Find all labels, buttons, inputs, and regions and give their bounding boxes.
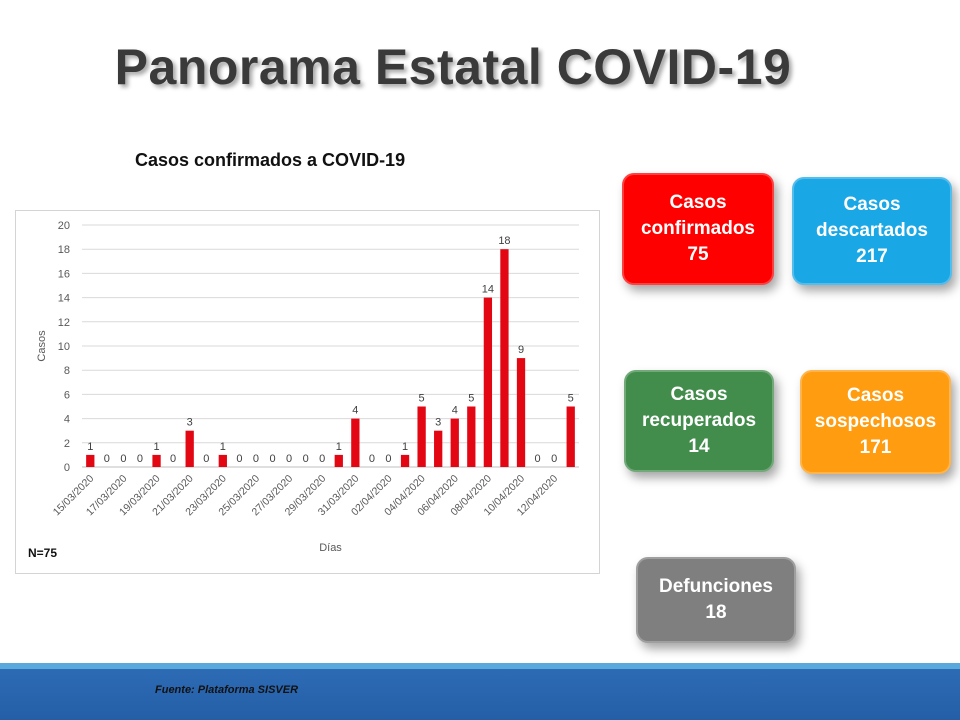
data-label: 0 xyxy=(269,453,275,465)
y-tick-label: 14 xyxy=(58,293,70,305)
y-tick-label: 6 xyxy=(64,389,70,401)
deaths-label: Defunciones xyxy=(658,576,774,597)
data-label: 14 xyxy=(482,284,494,296)
data-label: 3 xyxy=(435,417,441,429)
bar xyxy=(185,430,194,467)
bar xyxy=(152,454,161,467)
y-tick-label: 16 xyxy=(58,268,70,280)
deaths-card: Defunciones 18 xyxy=(636,557,796,643)
data-label: 0 xyxy=(137,453,143,465)
y-tick-label: 12 xyxy=(58,317,70,329)
recovered-cases-value: 14 xyxy=(688,436,710,457)
data-label: 0 xyxy=(253,453,259,465)
bar xyxy=(417,406,426,467)
confirmed-cases-label-1: Casos xyxy=(669,192,727,213)
data-label: 1 xyxy=(336,441,342,453)
data-label: 0 xyxy=(551,453,557,465)
y-tick-label: 0 xyxy=(64,462,70,474)
footer-bar xyxy=(0,669,960,720)
data-label: 0 xyxy=(319,453,325,465)
data-label: 0 xyxy=(286,453,292,465)
deaths-value: 18 xyxy=(705,602,727,623)
data-label: 5 xyxy=(468,393,474,405)
bar xyxy=(467,406,476,467)
suspected-cases-value: 171 xyxy=(859,437,892,458)
recovered-cases-label-2: recuperados xyxy=(641,410,757,431)
discarded-cases-label-2: descartados xyxy=(816,220,928,241)
data-label: 0 xyxy=(203,453,209,465)
data-label: 0 xyxy=(535,453,541,465)
chart-title: Casos confirmados a COVID-19 xyxy=(135,150,406,170)
x-axis-label: Días xyxy=(319,542,342,554)
chart-container: 0 2 4 6 8 10 12 14 16 18 20 Casos 1 15/03/2020 0 0 17/03… xyxy=(15,210,600,574)
bar xyxy=(434,430,443,467)
data-label: 1 xyxy=(87,441,93,453)
y-tick-label: 2 xyxy=(64,438,70,450)
suspected-cases-card: Casos sospechosos 171 xyxy=(800,370,951,474)
data-label: 0 xyxy=(120,453,126,465)
suspected-cases-label-2: sospechosos xyxy=(814,411,937,432)
y-tick-label: 4 xyxy=(64,414,70,426)
data-label: 1 xyxy=(220,441,226,453)
sample-size-note: N=75 xyxy=(28,546,58,560)
bar xyxy=(516,358,526,467)
bar xyxy=(351,418,360,467)
slide-title: Panorama Estatal COVID-19 xyxy=(114,39,792,95)
data-label: 18 xyxy=(498,235,510,247)
confirmed-cases-card: Casos confirmados 75 xyxy=(622,173,774,285)
data-label: 4 xyxy=(352,405,358,417)
suspected-cases-label-1: Casos xyxy=(846,385,905,406)
recovered-cases-card: Casos recuperados 14 xyxy=(624,370,774,472)
y-tick-label: 8 xyxy=(64,365,70,377)
confirmed-cases-value: 75 xyxy=(687,244,709,265)
data-label: 0 xyxy=(385,453,391,465)
data-label: 0 xyxy=(236,453,242,465)
bar xyxy=(483,297,493,467)
footer-accent-line xyxy=(0,663,960,669)
data-label: 5 xyxy=(568,393,574,405)
data-label: 1 xyxy=(153,441,159,453)
bar xyxy=(334,454,343,467)
source-note: Fuente: Plataforma SISVER xyxy=(155,684,299,696)
data-label: 0 xyxy=(369,453,375,465)
bar xyxy=(566,406,575,467)
data-label: 9 xyxy=(518,344,524,356)
y-tick-label: 18 xyxy=(58,244,70,256)
y-tick-label: 20 xyxy=(58,220,70,232)
bar xyxy=(500,249,509,467)
discarded-cases-card: Casos descartados 217 xyxy=(792,177,952,285)
data-label: 0 xyxy=(104,453,110,465)
discarded-cases-label-1: Casos xyxy=(843,194,901,215)
data-label: 4 xyxy=(452,405,458,417)
bar xyxy=(400,454,410,467)
data-label: 1 xyxy=(402,441,408,453)
data-label: 0 xyxy=(170,453,176,465)
bar xyxy=(86,454,95,467)
data-label: 0 xyxy=(303,453,309,465)
bar xyxy=(218,454,227,467)
y-tick-label: 10 xyxy=(58,341,70,353)
recovered-cases-label-1: Casos xyxy=(670,384,728,405)
discarded-cases-value: 217 xyxy=(856,246,888,267)
data-label: 3 xyxy=(187,417,193,429)
y-axis-label: Casos xyxy=(36,330,48,362)
data-label: 5 xyxy=(419,393,425,405)
confirmed-cases-label-2: confirmados xyxy=(640,218,756,239)
bar xyxy=(450,418,459,467)
